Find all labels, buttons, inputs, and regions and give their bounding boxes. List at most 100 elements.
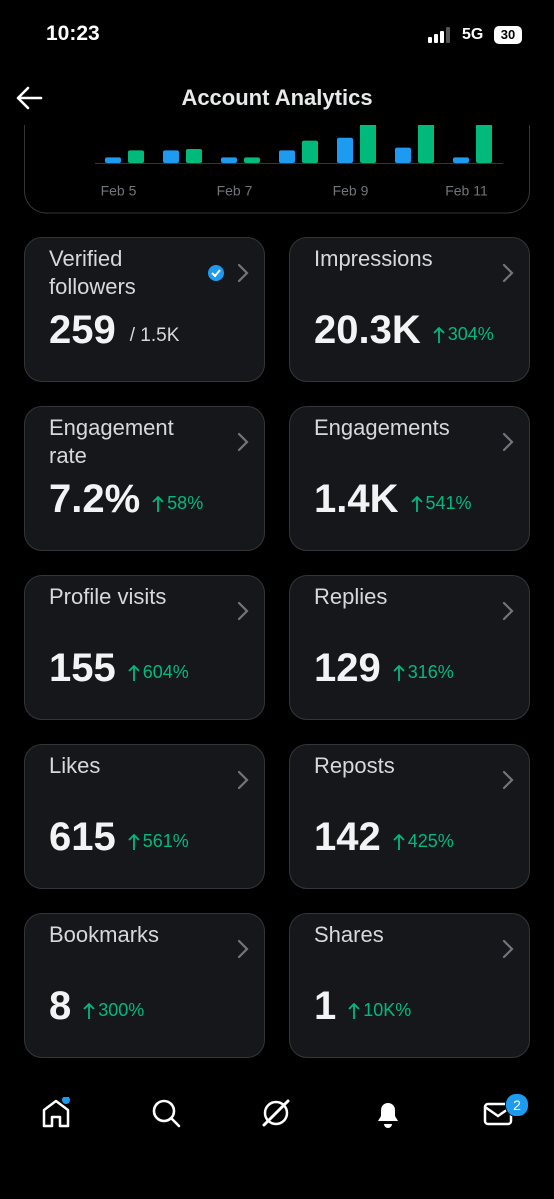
metric-card[interactable]: Profile visits 155 604% bbox=[24, 575, 265, 720]
up-arrow bbox=[128, 833, 140, 850]
change-value: 10K% bbox=[363, 1000, 412, 1020]
search-tab[interactable] bbox=[150, 1097, 182, 1129]
change-value: 541% bbox=[425, 493, 472, 513]
up-arrow bbox=[433, 326, 445, 343]
metric-change: 541% bbox=[410, 493, 472, 514]
chevron bbox=[237, 939, 249, 959]
change-value: 300% bbox=[98, 1000, 145, 1020]
metric-change: 425% bbox=[393, 831, 454, 852]
x-tick-label: Feb 7 bbox=[217, 183, 253, 199]
chevron bbox=[502, 770, 514, 790]
change-value: 425% bbox=[407, 831, 454, 851]
bar bbox=[302, 140, 318, 163]
metric-card[interactable]: Shares 1 10K% bbox=[289, 913, 530, 1058]
chevron bbox=[237, 432, 249, 452]
up-arrow bbox=[393, 833, 405, 850]
back-button[interactable] bbox=[14, 84, 44, 112]
bar bbox=[279, 150, 295, 163]
change-value: 58% bbox=[167, 493, 204, 513]
up-arrow bbox=[410, 495, 423, 512]
bar bbox=[337, 137, 353, 163]
bar bbox=[105, 157, 121, 163]
metric-row: 1 10K% bbox=[314, 984, 411, 1029]
metric-row: 142 425% bbox=[314, 815, 454, 860]
chevron bbox=[502, 939, 514, 959]
metric-card[interactable]: Verified followers 259 / 1.5K bbox=[24, 237, 265, 382]
bar bbox=[244, 157, 260, 163]
metric-value: 142 bbox=[314, 815, 381, 859]
bar bbox=[360, 121, 376, 163]
bar bbox=[453, 157, 469, 163]
metric-title: Likes bbox=[49, 753, 101, 778]
metric-card[interactable]: Replies 129 316% bbox=[289, 575, 530, 720]
metric-card[interactable]: Reposts 142 425% bbox=[289, 744, 530, 889]
battery: 30 bbox=[494, 26, 522, 44]
change-value: 604% bbox=[142, 662, 189, 682]
verified-badge bbox=[208, 265, 224, 281]
metric-total: / 1.5K bbox=[129, 324, 180, 346]
metric-value: 1 bbox=[314, 984, 337, 1028]
metric-change: 300% bbox=[83, 1000, 144, 1021]
up-arrow bbox=[83, 1002, 95, 1019]
bar bbox=[476, 121, 492, 163]
change-value: 561% bbox=[142, 831, 189, 851]
metric-row: 1.4K 541% bbox=[314, 477, 472, 522]
metric-row: 615 561% bbox=[49, 815, 189, 860]
metric-value: 7.2% bbox=[49, 477, 141, 521]
bar bbox=[186, 149, 202, 163]
change-value: 316% bbox=[407, 662, 454, 682]
metric-title: Shares bbox=[314, 922, 384, 947]
bar bbox=[221, 157, 237, 163]
bar bbox=[395, 147, 411, 163]
metric-row: 129 316% bbox=[314, 646, 454, 691]
metric-card[interactable]: Impressions 20.3K 304% bbox=[289, 237, 530, 382]
x-tick-label: Feb 9 bbox=[333, 183, 369, 199]
bottom-nav: 2 bbox=[0, 1075, 554, 1199]
metric-value: 20.3K bbox=[314, 308, 421, 352]
metric-card[interactable]: Likes 615 561% bbox=[24, 744, 265, 889]
notifications-tab[interactable] bbox=[372, 1097, 404, 1129]
metric-change: 58% bbox=[152, 493, 203, 514]
bar bbox=[128, 150, 144, 163]
chevron bbox=[502, 432, 514, 452]
status-bar: 10:23 5G 30 bbox=[0, 0, 554, 70]
metric-change: 10K% bbox=[348, 1000, 411, 1021]
metric-change: 604% bbox=[128, 662, 189, 683]
metric-card[interactable]: Bookmarks 8 300% bbox=[24, 913, 265, 1058]
chevron bbox=[237, 601, 249, 621]
bar bbox=[163, 150, 179, 163]
chevron bbox=[237, 263, 249, 283]
metric-title: Impressions bbox=[314, 246, 433, 271]
up-arrow bbox=[348, 1002, 360, 1019]
metric-value: 8 bbox=[49, 984, 72, 1028]
metric-change: 304% bbox=[433, 324, 494, 345]
metric-row: 155 604% bbox=[49, 646, 189, 691]
metric-card[interactable]: Engagement rate 7.2% 58% bbox=[24, 406, 265, 551]
metric-value: 155 bbox=[49, 646, 116, 690]
metric-title: Replies bbox=[314, 584, 388, 609]
metric-change: 316% bbox=[393, 662, 454, 683]
up-arrow bbox=[393, 664, 405, 681]
metric-row: 20.3K 304% bbox=[314, 308, 494, 353]
home-tab[interactable] bbox=[40, 1097, 72, 1129]
metric-value: 129 bbox=[314, 646, 381, 690]
change-value: 304% bbox=[447, 324, 494, 344]
network: 5G bbox=[462, 26, 484, 43]
bar bbox=[418, 121, 434, 163]
page-title: Account Analytics bbox=[181, 85, 373, 110]
metric-title: Bookmarks bbox=[49, 922, 160, 947]
x-tick-label: Feb 5 bbox=[101, 183, 137, 199]
metric-title: Engagements bbox=[314, 415, 450, 440]
metric-row: 8 300% bbox=[49, 984, 144, 1029]
grok-tab[interactable] bbox=[260, 1097, 292, 1129]
metric-value: 259 bbox=[49, 308, 116, 352]
metric-value: 615 bbox=[49, 815, 116, 859]
metric-row: 259 / 1.5K bbox=[49, 308, 179, 353]
up-arrow bbox=[152, 495, 164, 512]
chevron bbox=[502, 263, 514, 283]
metric-title: Profile visits bbox=[49, 584, 167, 609]
messages-badge: 2 bbox=[505, 1093, 529, 1117]
metric-title: Reposts bbox=[314, 753, 395, 778]
metric-card[interactable]: Engagements 1.4K 541% bbox=[289, 406, 530, 551]
